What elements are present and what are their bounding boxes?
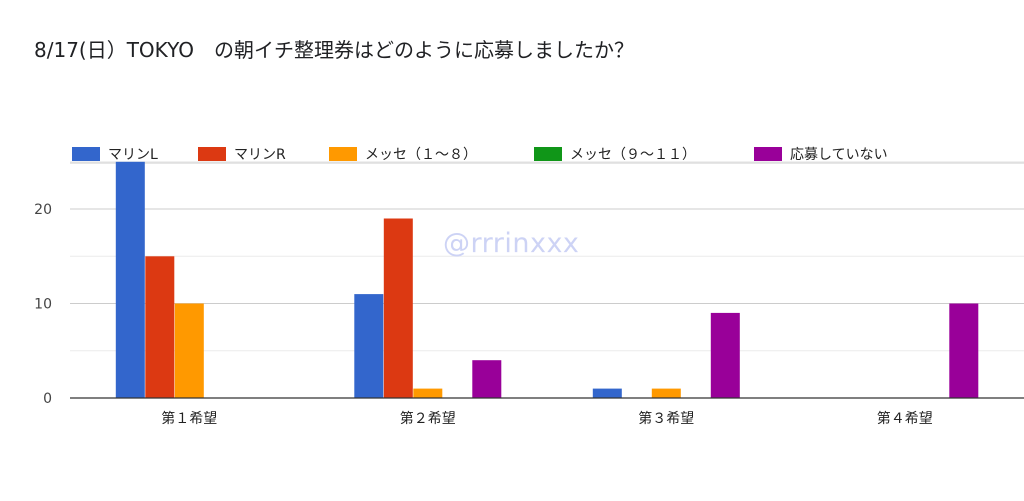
legend-item-messe-9-11[interactable]: メッセ（９〜１１） — [534, 143, 696, 165]
legend-swatch-marin-l — [72, 147, 100, 161]
gridlines — [70, 161, 1024, 352]
bar — [949, 303, 979, 398]
legend-item-not-applied[interactable]: 応募していない — [754, 143, 888, 165]
x-tick-label: 第４希望 — [877, 410, 933, 427]
legend-swatch-marin-r — [198, 147, 226, 161]
bar — [354, 294, 384, 398]
legend-item-marin-l[interactable]: マリンL — [72, 143, 158, 165]
legend-swatch-not-applied — [754, 147, 782, 161]
legend-label-marin-r: マリンR — [234, 147, 286, 163]
legend-item-messe-1-8[interactable]: メッセ（１〜８） — [329, 143, 477, 165]
bars — [115, 161, 979, 399]
x-tick-label: 第２希望 — [400, 410, 456, 427]
bar — [651, 388, 681, 398]
y-tick-label: 0 — [43, 391, 52, 407]
axes: 第１希望 第２希望 第３希望 第４希望 0 10 20 — [34, 202, 1024, 427]
legend-label-not-applied: 応募していない — [790, 147, 888, 163]
chart-title: 8/17(日）TOKYO の朝イチ整理券はどのように応募しましたか？ — [34, 38, 634, 62]
x-tick-label: 第１希望 — [161, 410, 217, 427]
y-tick-label: 20 — [34, 202, 52, 218]
legend-label-marin-l: マリンL — [108, 147, 158, 163]
watermark: @rrrinxxx — [443, 228, 580, 259]
legend-swatch-messe-1-8 — [329, 147, 357, 161]
bar — [592, 388, 622, 398]
bar — [413, 388, 443, 398]
bar — [145, 256, 175, 399]
bar — [115, 161, 145, 398]
bar — [472, 360, 502, 398]
legend-item-marin-r[interactable]: マリンR — [198, 143, 286, 165]
bar — [383, 218, 413, 398]
legend-label-messe-9-11: メッセ（９〜１１） — [570, 147, 696, 163]
y-tick-label: 10 — [34, 297, 52, 313]
legend-swatch-messe-9-11 — [534, 147, 562, 161]
bar — [710, 312, 740, 398]
bar — [174, 303, 204, 398]
legend-label-messe-1-8: メッセ（１〜８） — [365, 147, 477, 163]
x-tick-label: 第３希望 — [638, 410, 694, 427]
